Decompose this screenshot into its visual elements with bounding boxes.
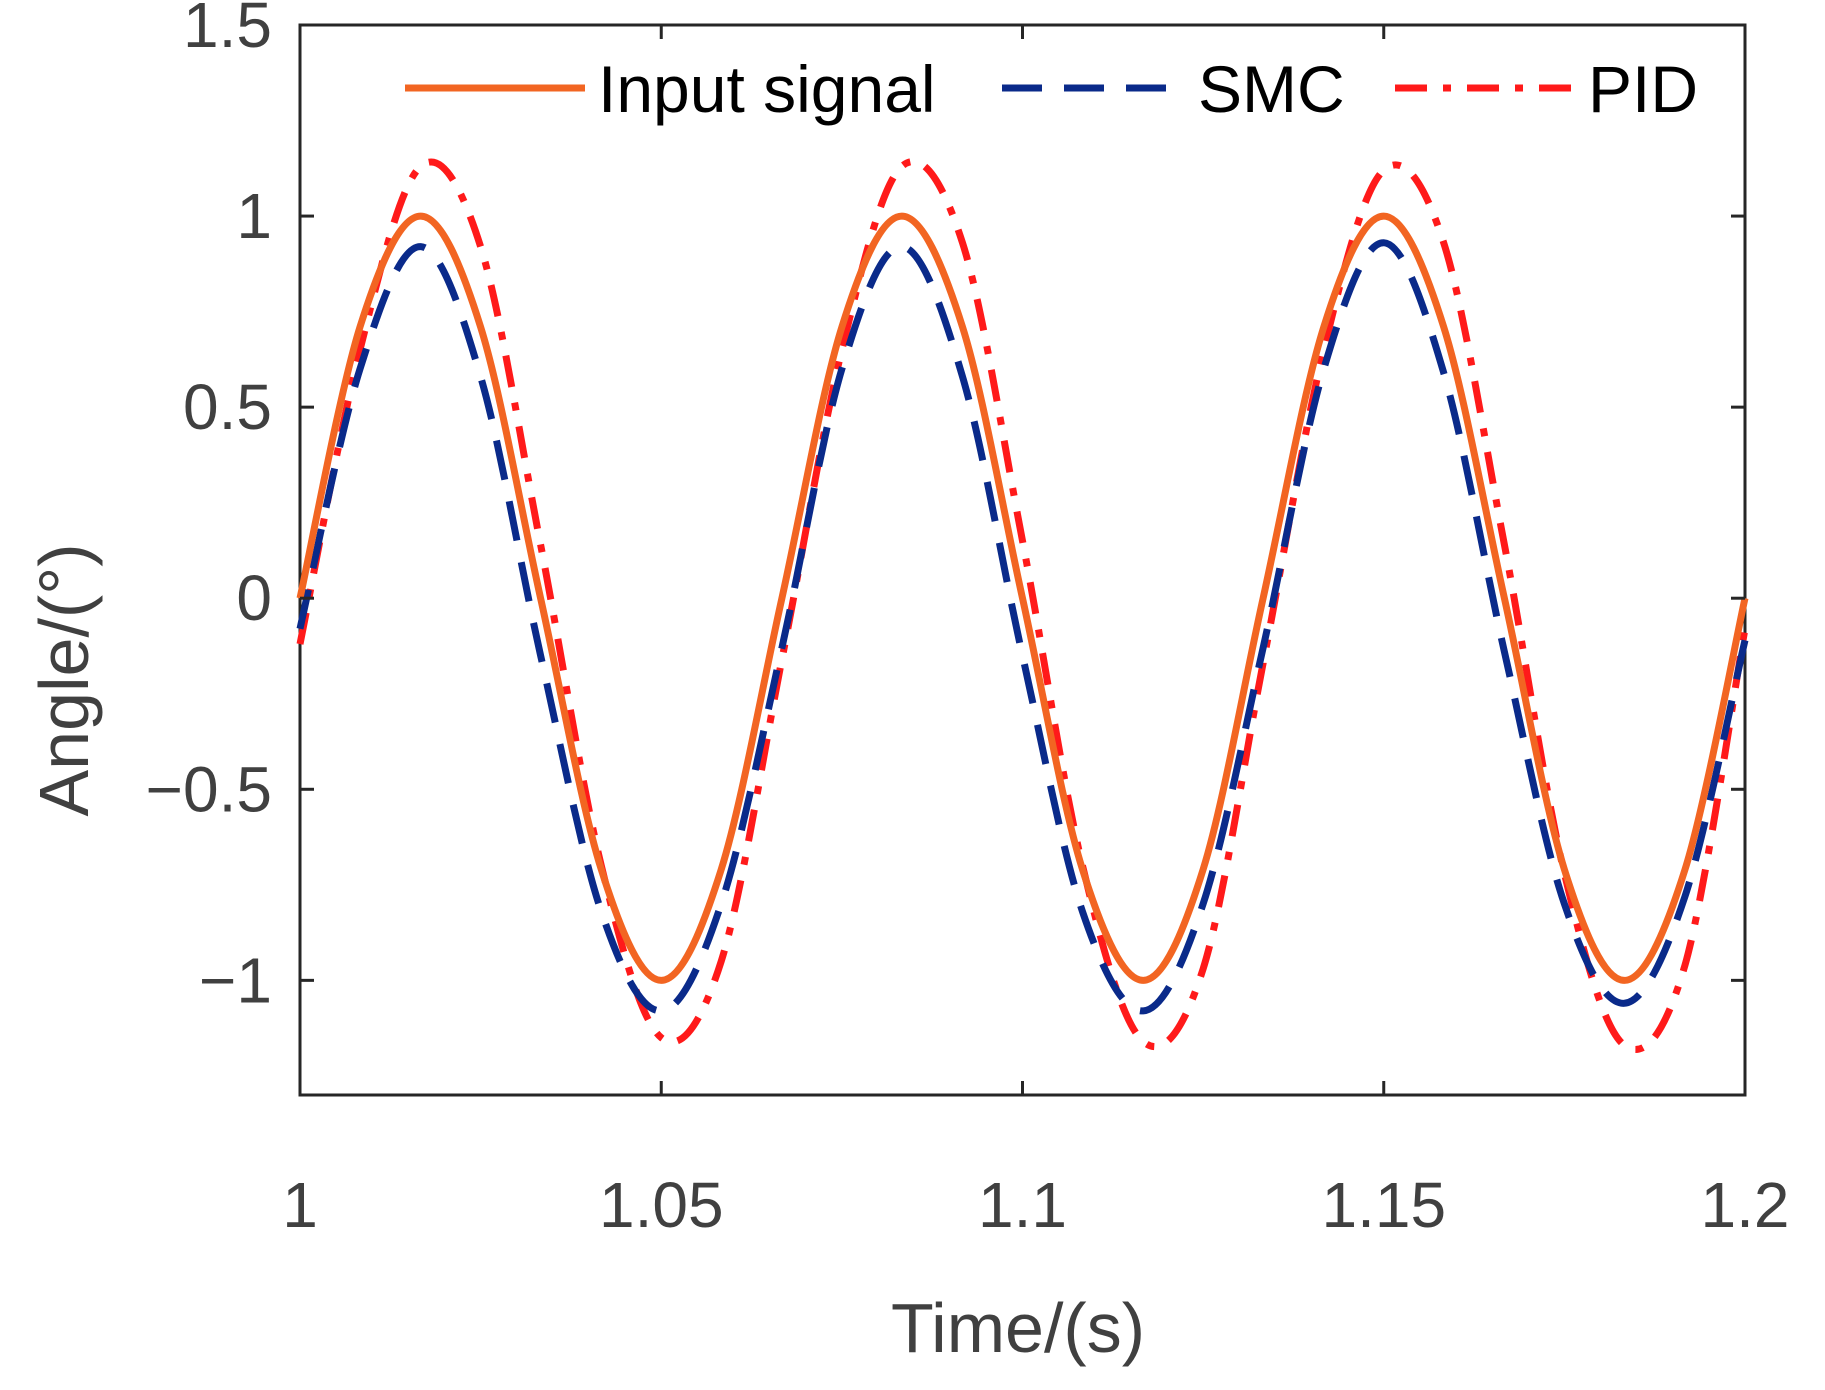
y-tick-label: 1.5 xyxy=(183,0,272,61)
x-tick-label: 1.1 xyxy=(978,1169,1067,1241)
y-tick-label: 0 xyxy=(236,562,272,634)
series-layer xyxy=(296,158,1749,1053)
series-line-input-signal xyxy=(296,212,1749,984)
x-axis-label: Time/(s) xyxy=(891,1289,1145,1367)
y-tick-label: 1 xyxy=(236,180,272,252)
series-line-smc xyxy=(296,239,1749,1015)
x-tick-label: 1.2 xyxy=(1701,1169,1790,1241)
y-tick-labels: −1 −0.5 0 0.5 1 1.5 xyxy=(146,0,272,1016)
x-tick-labels: 1 1.05 1.1 1.15 1.2 xyxy=(282,1169,1789,1241)
x-tick-label: 1 xyxy=(282,1169,318,1241)
legend-label: PID xyxy=(1588,52,1698,126)
axes-frame xyxy=(298,23,1747,1097)
legend-label: SMC xyxy=(1198,52,1345,126)
legend: Input signal SMC PID xyxy=(405,52,1698,126)
legend-label: Input signal xyxy=(598,52,936,126)
tick-layer xyxy=(298,23,1747,1095)
y-axis-label: Angle/(°) xyxy=(25,543,103,816)
legend-item: PID xyxy=(1395,52,1698,126)
x-tick-label: 1.05 xyxy=(599,1169,724,1241)
x-tick-label: 1.15 xyxy=(1321,1169,1446,1241)
y-tick-label: −0.5 xyxy=(146,753,272,825)
legend-item: Input signal xyxy=(405,52,936,126)
y-tick-label: −1 xyxy=(199,944,272,1016)
legend-item: SMC xyxy=(1002,52,1345,126)
series-line-pid xyxy=(296,158,1749,1053)
plot-area xyxy=(296,23,1749,1097)
y-tick-label: 0.5 xyxy=(183,371,272,443)
